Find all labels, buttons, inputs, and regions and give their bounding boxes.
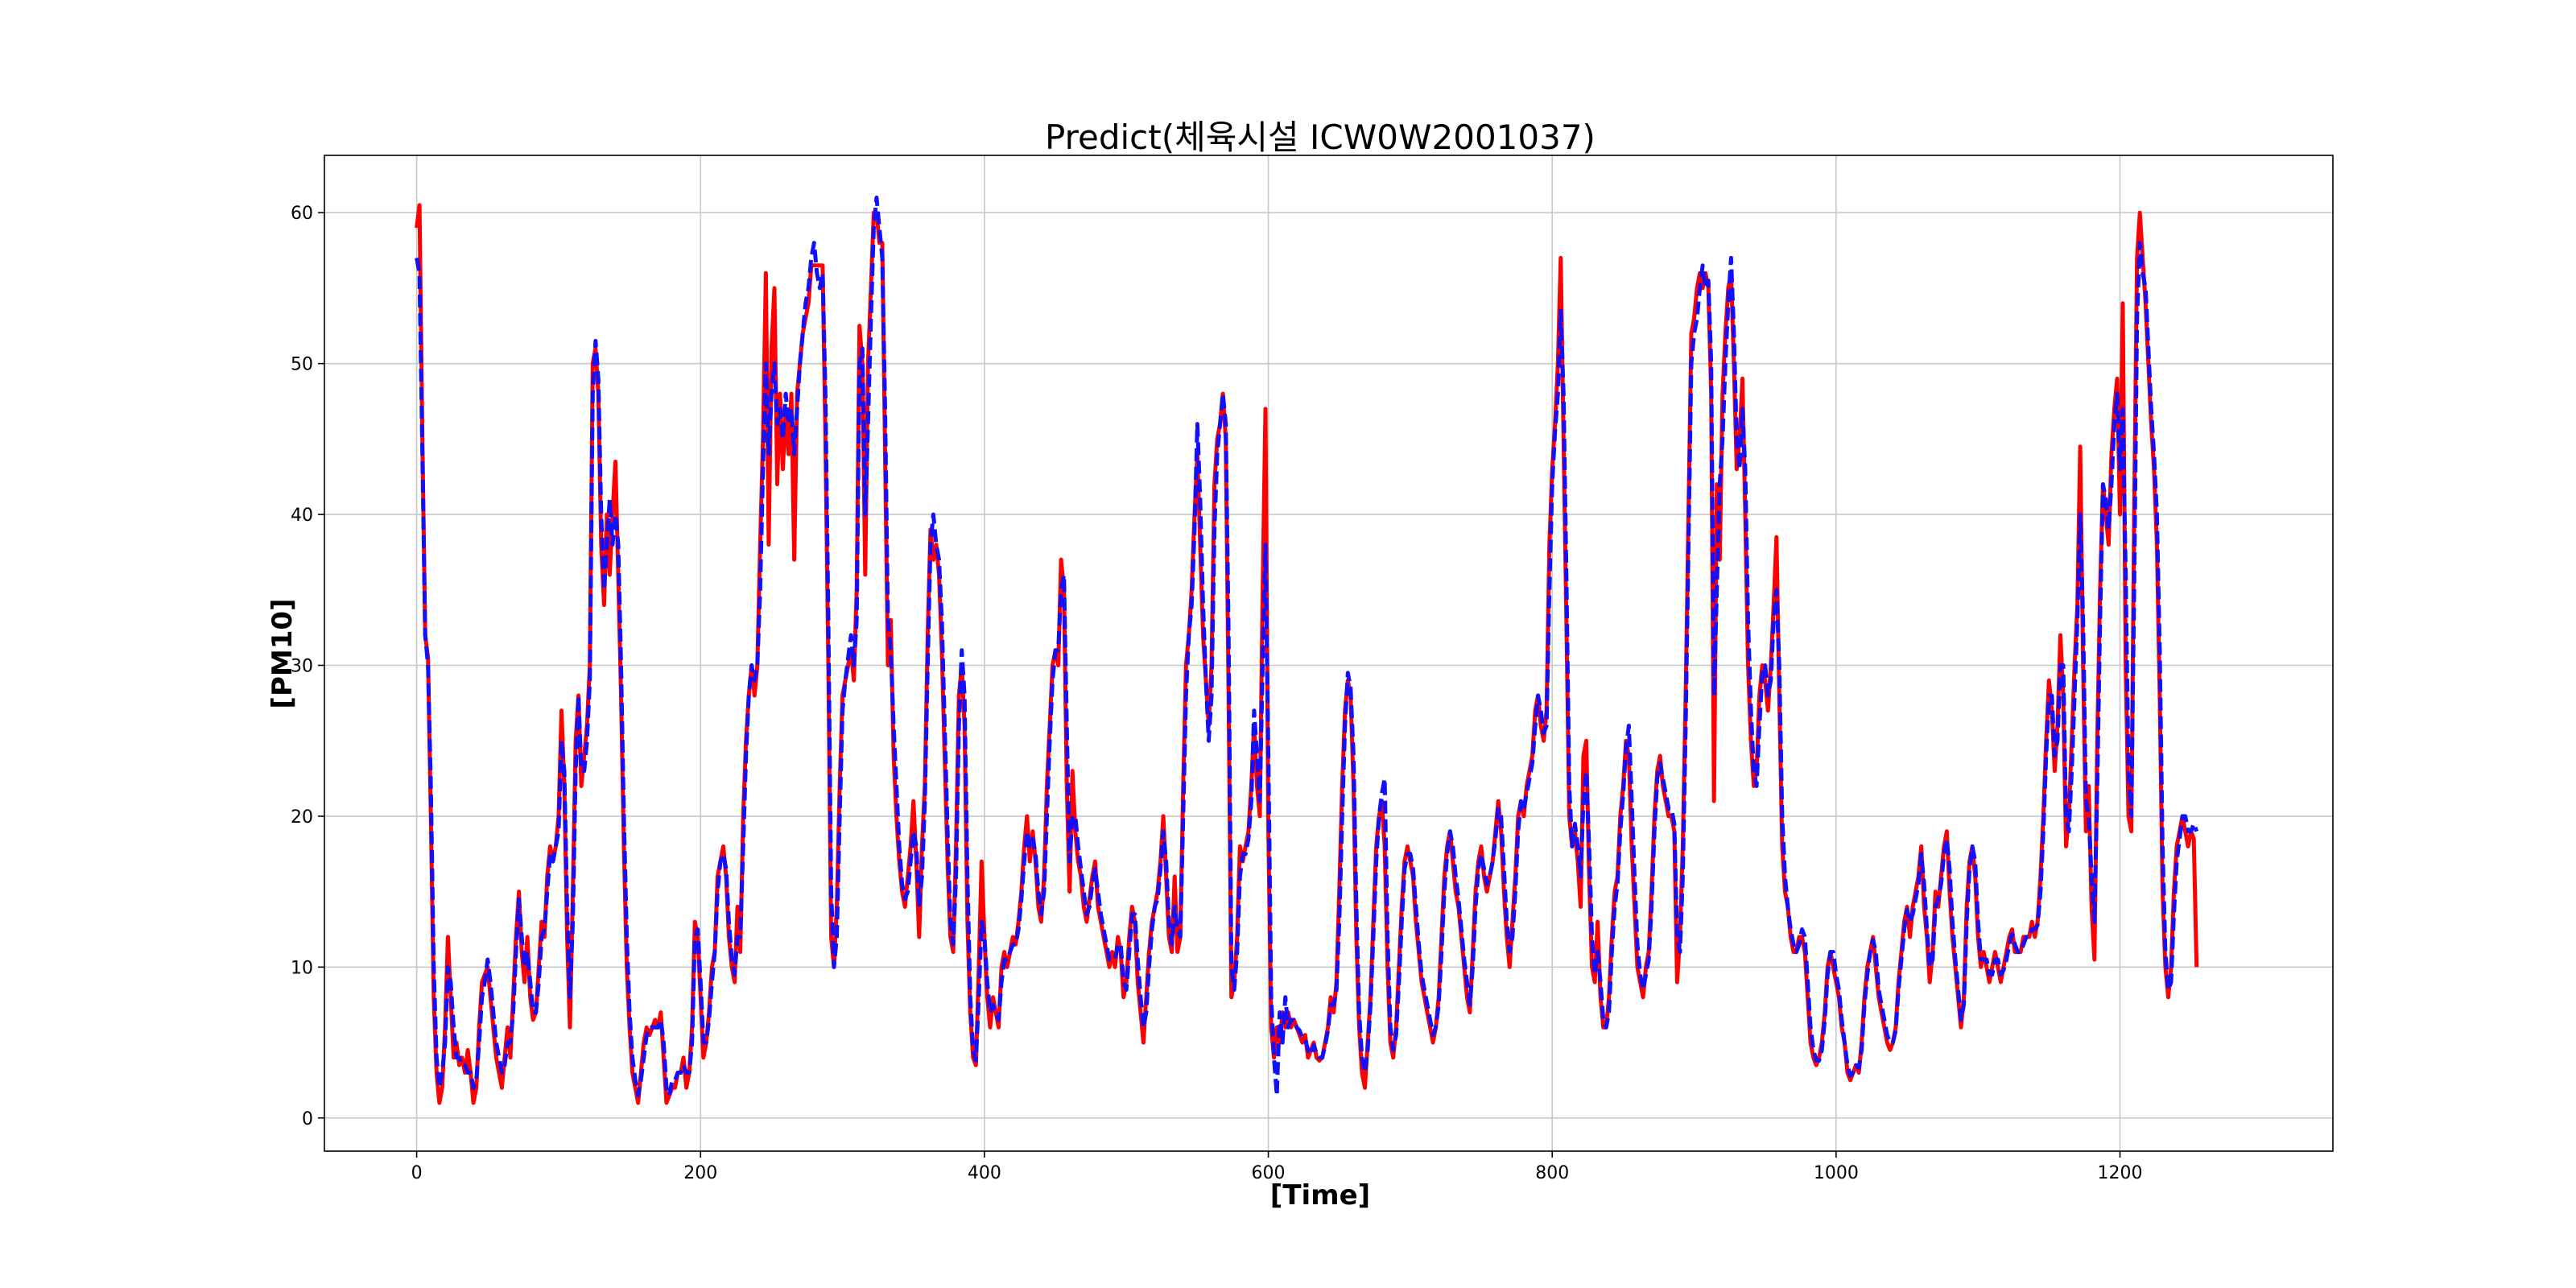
- x-axis-label: [Time]: [1270, 1179, 1370, 1212]
- x-tick-label: 1200: [2098, 1163, 2143, 1183]
- series-layer: [415, 196, 2199, 1105]
- grid-layer: [324, 155, 2333, 1151]
- y-tick-label: 10: [291, 958, 313, 978]
- series-line-predicted: [415, 196, 2199, 1098]
- x-tick-label: 200: [683, 1163, 717, 1183]
- x-tick-label: 400: [968, 1163, 1001, 1183]
- y-tick-label: 20: [291, 807, 313, 828]
- x-tick-label: 1000: [1814, 1163, 1859, 1183]
- y-tick-label: 50: [291, 355, 313, 375]
- x-tick-label: 800: [1535, 1163, 1569, 1183]
- y-axis-label: [PM10]: [266, 598, 299, 708]
- y-tick-label: 40: [291, 506, 313, 526]
- y-tick-label: 60: [291, 204, 313, 224]
- y-tick-label: 30: [291, 656, 313, 676]
- x-tick-label: 600: [1252, 1163, 1286, 1183]
- plot-frame: [324, 155, 2334, 1152]
- chart-title: Predict(체육시설 ICW0W2001037): [1045, 118, 1596, 157]
- x-tick-label: 0: [411, 1163, 423, 1183]
- tick-layer: 0 200 400 600 800 1000 1200 0 10 20 30 40 50 60: [291, 204, 2143, 1183]
- y-tick-label: 0: [302, 1109, 313, 1129]
